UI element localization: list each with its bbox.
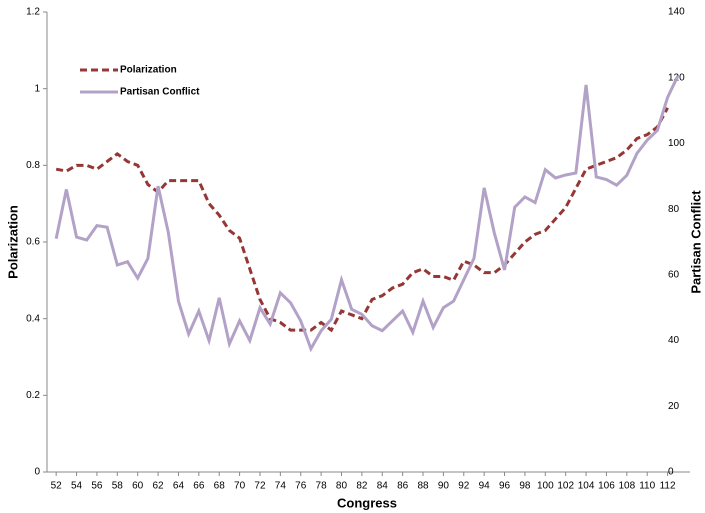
y-axis-title: Polarization	[5, 205, 20, 279]
x-tick-label: 54	[71, 481, 83, 492]
y2-tick-label: 60	[668, 269, 680, 280]
x-tick-label: 86	[397, 481, 409, 492]
x-tick-label: 112	[660, 481, 676, 492]
x-tick-label: 102	[557, 481, 574, 492]
y2-tick-label: 0	[668, 467, 674, 478]
x-tick-label: 78	[316, 481, 328, 492]
y-tick-label: 0.4	[26, 313, 40, 324]
x-tick-label: 74	[275, 481, 287, 492]
x-tick-label: 70	[234, 481, 246, 492]
x-tick-label: 84	[377, 481, 389, 492]
x-tick-label: 62	[153, 481, 165, 492]
y2-tick-label: 140	[668, 7, 685, 18]
legend-label: Partisan Conflict	[120, 87, 200, 98]
x-tick-label: 90	[438, 481, 450, 492]
x-tick-label: 100	[537, 481, 554, 492]
y-tick-label: 1.2	[26, 7, 40, 18]
series-line	[54, 75, 680, 353]
x-tick-label: 82	[356, 481, 368, 492]
x-tick-label: 72	[254, 481, 266, 492]
y-tick-label: 0	[34, 467, 40, 478]
y-tick-label: 1	[34, 83, 40, 94]
x-tick-label: 104	[578, 481, 595, 492]
x-tick-label: 88	[417, 481, 429, 492]
x-tick-label: 108	[618, 481, 635, 492]
x-tick-label: 94	[479, 481, 491, 492]
x-axis-title: Congress	[337, 495, 397, 510]
x-tick-label: 64	[173, 481, 185, 492]
x-tick-label: 58	[112, 481, 124, 492]
y-tick-label: 0.2	[26, 390, 40, 401]
y-tick-label: 0.8	[26, 160, 40, 171]
x-tick-label: 60	[132, 481, 144, 492]
x-tick-label: 110	[639, 481, 655, 492]
x-tick-label: 66	[193, 481, 205, 492]
x-tick-label: 76	[295, 481, 307, 492]
legend-label: Polarization	[120, 65, 177, 76]
x-tick-label: 98	[519, 481, 531, 492]
x-tick-label: 80	[336, 481, 348, 492]
y2-tick-label: 20	[668, 401, 680, 412]
series-line	[55, 107, 669, 333]
y2-tick-label: 40	[668, 335, 680, 346]
y-tick-label: 0.6	[26, 237, 40, 248]
x-tick-label: 52	[51, 481, 63, 492]
y2-tick-label: 80	[668, 204, 680, 215]
x-tick-label: 92	[458, 481, 470, 492]
x-tick-label: 56	[91, 481, 103, 492]
y2-axis-title: Partisan Conflict	[688, 190, 703, 294]
y2-tick-label: 100	[668, 138, 685, 149]
x-tick-label: 106	[598, 481, 615, 492]
x-tick-label: 68	[214, 481, 226, 492]
x-tick-label: 96	[499, 481, 511, 492]
